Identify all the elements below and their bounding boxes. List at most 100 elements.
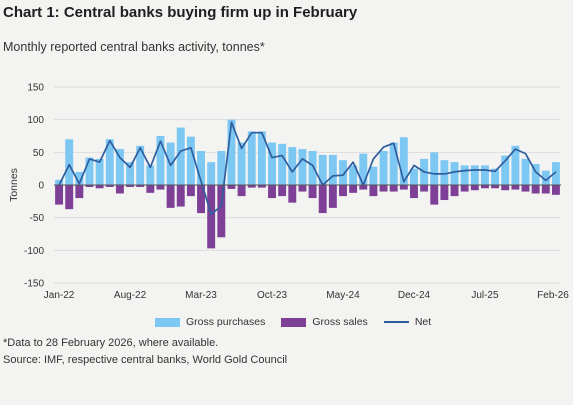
gross-purchases-bar [440, 160, 449, 185]
gross-sales-bar [65, 185, 74, 210]
gross-sales-bar [166, 185, 175, 208]
gross-sales-bar [298, 185, 307, 192]
x-tick-label: Feb-26 [537, 290, 569, 301]
gross-purchases-bar [197, 151, 205, 185]
gross-purchases-bar [551, 162, 560, 185]
gross-sales-bar [55, 185, 64, 205]
gross-purchases-bar [95, 158, 104, 185]
chart-subtitle: Monthly reported central banks activity,… [3, 40, 265, 54]
gross-sales-bar [136, 185, 145, 187]
gross-purchases-bar [410, 168, 418, 185]
gross-purchases-bar [460, 165, 469, 185]
gross-sales-bar [146, 185, 155, 193]
x-tick-label: Dec-24 [398, 290, 431, 301]
gross-sales-bar [186, 185, 195, 197]
net-swatch [383, 321, 409, 323]
x-tick-label: May-24 [326, 290, 360, 301]
y-tick-label: 100 [27, 115, 44, 126]
x-tick-label: Jan-22 [44, 290, 75, 301]
legend-label-net: Net [414, 316, 432, 328]
gross-purchases-bar [207, 162, 216, 185]
gross-purchases-bar [288, 147, 297, 185]
gross-purchases-bar [298, 149, 307, 185]
gross-sales-bar [420, 185, 429, 192]
gross-sales-bar [470, 185, 479, 191]
gross-sales-bar [278, 185, 287, 197]
x-tick-label: Mar-23 [185, 290, 217, 301]
gross-purchases-bar [511, 145, 520, 185]
gross-sales-bar [349, 185, 358, 193]
gross-sales-bar [85, 185, 94, 187]
gross-sales-bar [359, 185, 368, 190]
gross-sales-bar [75, 185, 84, 199]
gross-sales-bar [410, 185, 418, 199]
gross-purchases-bar [491, 168, 500, 185]
gross-purchases-bar [480, 165, 489, 185]
gross-sales-bar [491, 185, 500, 189]
gross-sales-bar [126, 185, 135, 187]
gross-sales-bar [551, 185, 560, 195]
y-tick-label: 0 [38, 181, 44, 192]
gross-purchases-bar [247, 131, 256, 185]
gross-purchases-bar [328, 154, 337, 185]
gross-purchases-bar [146, 165, 155, 185]
gross-purchases-bar [136, 145, 145, 185]
gross-purchases-bar [369, 166, 378, 185]
chart-title: Chart 1: Central banks buying firm up in… [3, 4, 358, 21]
gross-purchases-bar [278, 143, 287, 185]
y-tick-label: 150 [27, 83, 44, 94]
gross-sales-bar [237, 185, 246, 197]
gross-purchases-bar [257, 131, 266, 185]
gross-sales-bar [268, 185, 276, 199]
gross-purchases-bar [186, 136, 195, 185]
legend-label-gross-sales: Gross sales [312, 316, 368, 328]
gross-sales-bar [217, 185, 226, 238]
gross-sales-bar [440, 185, 449, 201]
chart-legend: Gross purchases Gross sales Net [155, 316, 447, 328]
gross-sales-bar [450, 185, 459, 197]
gross-sales-bar [339, 185, 347, 197]
y-tick-label: 50 [33, 148, 45, 159]
chart-plot: 150 100 50 0 -50 -100 -150 Tonnes Jan-22 Aug-22 Ma… [8, 83, 569, 302]
gross-sales-bar [511, 185, 520, 190]
gross-purchases-bar [541, 170, 550, 185]
gross-sales-bar [399, 185, 408, 190]
net-series-line [58, 121, 557, 216]
gross-sales-bar [105, 185, 114, 187]
gross-purchases-bar [126, 162, 135, 185]
gross-sales-bar [460, 185, 469, 192]
gross-sales-bar [308, 185, 317, 199]
gross-sales-bar [501, 185, 510, 191]
y-tick-label: -100 [24, 246, 44, 257]
gross-purchases-bar [268, 142, 276, 185]
y-axis-label: Tonnes [8, 168, 20, 202]
gross-sales-bar [430, 185, 439, 205]
gross-purchases-bar [389, 142, 398, 185]
gross-purchases-bar [399, 137, 408, 185]
gross-sales-bar [328, 185, 337, 208]
x-tick-label: Jul-25 [471, 290, 499, 301]
gross-purchases-bar [430, 152, 439, 185]
gross-purchases-bar [359, 153, 368, 185]
gross-sales-bar [115, 185, 124, 194]
gross-purchases-bar [176, 127, 185, 185]
gross-purchases-bar [318, 154, 327, 185]
gross-purchases-bar [379, 151, 388, 185]
gross-purchases-bar [349, 165, 358, 185]
gross-purchases-bar [237, 142, 246, 185]
net-line [58, 121, 557, 216]
gross-sales-bar [227, 185, 236, 189]
axes: 150 100 50 0 -50 -100 -150 Tonnes Jan-22 Aug-22 Ma… [8, 83, 569, 302]
gross-sales-bar [288, 185, 297, 203]
footnote: *Data to 28 February 2026, where availab… [3, 337, 219, 349]
bars [55, 119, 560, 249]
gross-purchases-bar [115, 149, 124, 185]
gross-sales-bar [369, 185, 378, 197]
gross-sales-bar [480, 185, 489, 189]
gross-purchases-bar [75, 171, 84, 185]
gross-purchases-bar [85, 157, 94, 185]
gross-purchases-bar [470, 165, 479, 185]
gross-sales-bar [521, 185, 530, 192]
gross-purchases-bar [105, 139, 114, 185]
legend-label-gross-purchases: Gross purchases [186, 316, 266, 328]
